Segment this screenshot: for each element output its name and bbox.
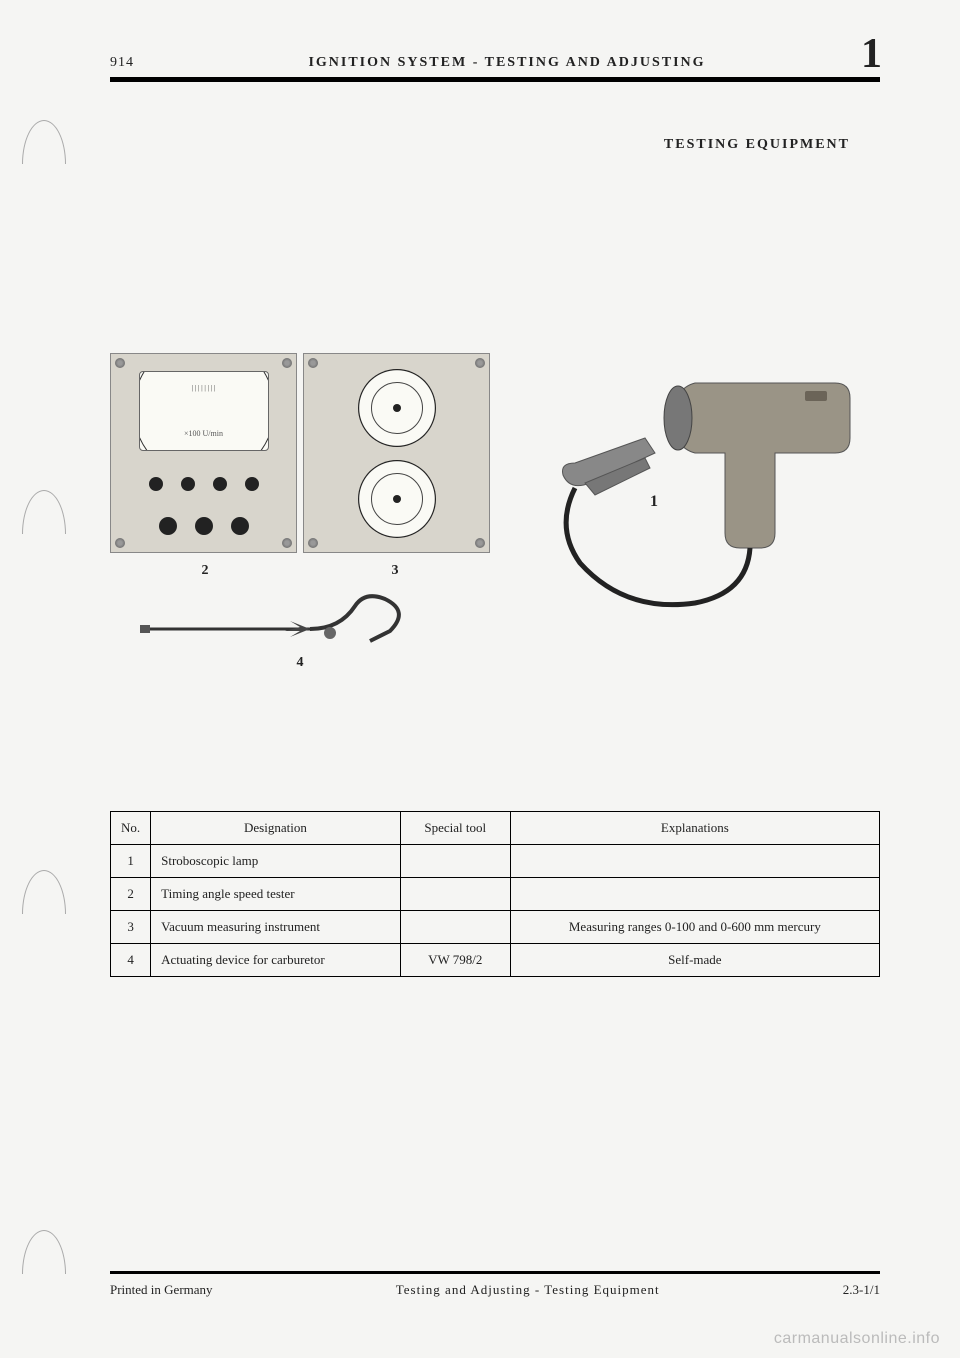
figure-label-3: 3 — [392, 563, 399, 579]
table-row: 4 Actuating device for carburetor VW 798… — [111, 944, 880, 977]
figure-label-2: 2 — [202, 563, 209, 579]
speed-tester-panel: | | | | | | | | ×100 U/min — [110, 353, 297, 553]
footer-left: Printed in Germany — [110, 1282, 213, 1298]
table-row: 2 Timing angle speed tester — [111, 878, 880, 911]
cell-designation: Timing angle speed tester — [151, 878, 401, 911]
knob-icon — [231, 517, 249, 535]
cell-tool — [400, 911, 510, 944]
footer-right: 2.3-1/1 — [843, 1282, 880, 1298]
footer-rule — [110, 1271, 880, 1274]
cell-explanation: Self-made — [510, 944, 879, 977]
knob-icon — [213, 477, 227, 491]
figure-labels-row: 2 3 — [110, 563, 490, 579]
knob-icon — [195, 517, 213, 535]
cell-no: 1 — [111, 845, 151, 878]
chapter-number: 1 — [861, 38, 882, 72]
cable-icon — [110, 591, 490, 651]
cell-no: 3 — [111, 911, 151, 944]
page-container: 914 IGNITION SYSTEM - TESTING AND ADJUST… — [0, 0, 960, 1358]
vacuum-gauge-icon — [358, 460, 436, 538]
col-special-tool: Special tool — [400, 812, 510, 845]
stroboscopic-lamp-figure: 1 — [510, 353, 880, 633]
figure-label-1: 1 — [650, 493, 658, 511]
vacuum-gauge-panel — [303, 353, 490, 553]
cell-explanation — [510, 878, 879, 911]
col-designation: Designation — [151, 812, 401, 845]
knob-icon — [181, 477, 195, 491]
page-title: IGNITION SYSTEM - TESTING AND ADJUSTING — [134, 55, 880, 71]
strobe-lamp-icon — [510, 353, 880, 633]
cell-designation: Vacuum measuring instrument — [151, 911, 401, 944]
right-figure: 1 — [510, 353, 880, 671]
figure-area: | | | | | | | | ×100 U/min — [110, 353, 880, 671]
left-figure: | | | | | | | | ×100 U/min — [110, 353, 490, 671]
footer-center: Testing and Adjusting - Testing Equipmen… — [396, 1282, 660, 1298]
cell-explanation — [510, 845, 879, 878]
cell-tool — [400, 878, 510, 911]
page-footer: Printed in Germany Testing and Adjusting… — [110, 1271, 880, 1298]
meter-label: ×100 U/min — [140, 429, 268, 438]
knob-icon — [245, 477, 259, 491]
figure-label-4: 4 — [110, 655, 490, 671]
cell-designation: Stroboscopic lamp — [151, 845, 401, 878]
table-row: 1 Stroboscopic lamp — [111, 845, 880, 878]
cell-no: 4 — [111, 944, 151, 977]
col-explanations: Explanations — [510, 812, 879, 845]
page-header: 914 IGNITION SYSTEM - TESTING AND ADJUST… — [110, 55, 880, 71]
actuating-cable-figure — [110, 591, 490, 651]
analog-meter-icon: | | | | | | | | ×100 U/min — [139, 371, 269, 451]
cell-designation: Actuating device for carburetor — [151, 944, 401, 977]
knob-icon — [159, 517, 177, 535]
watermark: carmanualsonline.info — [774, 1330, 940, 1348]
equipment-table: No. Designation Special tool Explanation… — [110, 811, 880, 977]
model-number: 914 — [110, 55, 134, 71]
vacuum-gauge-icon — [358, 369, 436, 447]
cell-explanation: Measuring ranges 0-100 and 0-600 mm merc… — [510, 911, 879, 944]
cell-no: 2 — [111, 878, 151, 911]
instrument-panel: | | | | | | | | ×100 U/min — [110, 353, 490, 553]
table-row: 3 Vacuum measuring instrument Measuring … — [111, 911, 880, 944]
table-header-row: No. Designation Special tool Explanation… — [111, 812, 880, 845]
knob-icon — [149, 477, 163, 491]
col-no: No. — [111, 812, 151, 845]
section-title: TESTING EQUIPMENT — [110, 137, 850, 153]
header-rule — [110, 77, 880, 82]
cell-tool: VW 798/2 — [400, 944, 510, 977]
cell-tool — [400, 845, 510, 878]
